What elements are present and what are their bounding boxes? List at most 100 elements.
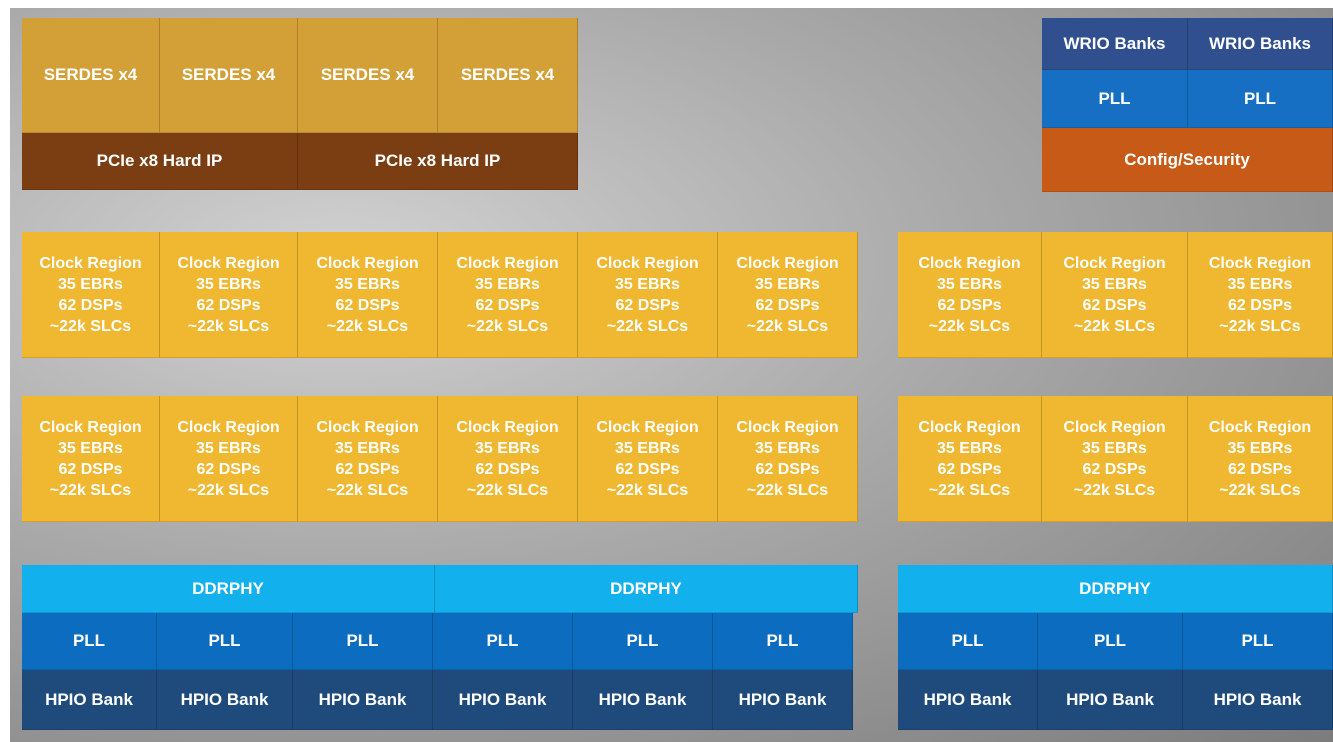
pll-block: PLL (157, 613, 293, 670)
label: Clock Region (456, 418, 559, 436)
label: DDRPHY (1079, 578, 1151, 598)
label: ~22k SLCs (746, 481, 829, 499)
label: PLL (1243, 88, 1277, 108)
clock-region: Clock Region 35 EBRs 62 DSPs ~22k SLCs (438, 232, 578, 358)
label: Clock Region (596, 418, 699, 436)
label: 62 DSPs (58, 460, 123, 478)
clock-region: Clock Region 35 EBRs 62 DSPs ~22k SLCs (160, 396, 298, 522)
label: HPIO Bank (180, 689, 269, 709)
label: 35 EBRs (1082, 439, 1147, 457)
label: WRIO Banks (1063, 33, 1166, 53)
hpio-block: HPIO Bank (22, 670, 157, 730)
label: 62 DSPs (1082, 296, 1147, 314)
label: Clock Region (39, 254, 142, 272)
pll-block: PLL (22, 613, 157, 670)
label: 62 DSPs (475, 460, 540, 478)
label: ~22k SLCs (187, 481, 270, 499)
label: ~22k SLCs (928, 317, 1011, 335)
label: 62 DSPs (196, 460, 261, 478)
ddrphy-block: DDRPHY (435, 565, 858, 613)
label: 35 EBRs (475, 275, 540, 293)
label: SERDES x4 (181, 65, 276, 84)
label: 62 DSPs (937, 296, 1002, 314)
label: DDRPHY (192, 578, 264, 598)
label: ~22k SLCs (606, 317, 689, 335)
hpio-block: HPIO Bank (157, 670, 293, 730)
label: 35 EBRs (755, 439, 820, 457)
hpio-block: HPIO Bank (293, 670, 433, 730)
label: 35 EBRs (1227, 439, 1293, 457)
label: ~22k SLCs (49, 317, 132, 335)
label: ~22k SLCs (1073, 317, 1156, 335)
serdes-block: SERDES x4 (160, 18, 298, 133)
clock-region: Clock Region 35 EBRs 62 DSPs ~22k SLCs (898, 232, 1042, 358)
label: ~22k SLCs (466, 481, 549, 499)
pcie-block: PCIe x8 Hard IP (22, 133, 298, 190)
label: ~22k SLCs (187, 317, 270, 335)
wrio-block: WRIO Banks (1188, 18, 1333, 70)
label: HPIO Bank (458, 689, 547, 709)
label: PLL (1098, 88, 1131, 108)
label: Clock Region (736, 418, 839, 436)
label: Clock Region (1208, 254, 1312, 272)
label: 35 EBRs (196, 439, 261, 457)
pll-block: PLL (713, 613, 853, 670)
label: Clock Region (736, 254, 839, 272)
label: ~22k SLCs (326, 481, 409, 499)
label: HPIO Bank (738, 689, 827, 709)
label: PLL (346, 631, 379, 650)
hpio-block: HPIO Bank (898, 670, 1038, 730)
label: DDRPHY (610, 578, 682, 598)
label: 62 DSPs (475, 296, 540, 314)
pcie-block: PCIe x8 Hard IP (298, 133, 578, 190)
label: PLL (1093, 631, 1127, 650)
label: Clock Region (1063, 418, 1166, 436)
label: PLL (1241, 631, 1274, 650)
pll-block: PLL (573, 613, 713, 670)
label: HPIO Bank (318, 689, 407, 709)
label: PLL (951, 631, 984, 650)
pll-block: PLL (293, 613, 433, 670)
label: ~22k SLCs (746, 317, 829, 335)
label: 35 EBRs (58, 439, 123, 457)
hpio-block: HPIO Bank (1183, 670, 1333, 730)
label: Clock Region (456, 254, 559, 272)
label: 35 EBRs (335, 439, 400, 457)
clock-region: Clock Region 35 EBRs 62 DSPs ~22k SLCs (578, 232, 718, 358)
label: PLL (626, 631, 659, 650)
config-block: Config/Security (1042, 128, 1333, 192)
clock-region: Clock Region 35 EBRs 62 DSPs ~22k SLCs (898, 396, 1042, 522)
label: 35 EBRs (475, 439, 540, 457)
label: Clock Region (316, 254, 419, 272)
hpio-block: HPIO Bank (573, 670, 713, 730)
label: PLL (208, 631, 241, 650)
label: 62 DSPs (58, 296, 123, 314)
label: Clock Region (918, 418, 1021, 436)
label: 62 DSPs (1227, 296, 1293, 314)
label: HPIO Bank (598, 689, 687, 709)
label: SERDES x4 (43, 65, 138, 84)
label: WRIO Banks (1208, 33, 1312, 53)
label: 35 EBRs (615, 439, 680, 457)
label: PCIe x8 Hard IP (96, 151, 223, 170)
clock-region: Clock Region 35 EBRs 62 DSPs ~22k SLCs (1042, 232, 1188, 358)
pll-block: PLL (1038, 613, 1183, 670)
clock-region: Clock Region 35 EBRs 62 DSPs ~22k SLCs (298, 396, 438, 522)
label: HPIO Bank (45, 689, 133, 709)
label: 62 DSPs (335, 296, 400, 314)
label: HPIO Bank (923, 689, 1012, 709)
clock-region: Clock Region 35 EBRs 62 DSPs ~22k SLCs (718, 396, 858, 522)
hpio-block: HPIO Bank (433, 670, 573, 730)
label: 62 DSPs (335, 460, 400, 478)
label: 35 EBRs (1227, 275, 1293, 293)
label: ~22k SLCs (928, 481, 1011, 499)
label: 62 DSPs (755, 460, 820, 478)
label: 62 DSPs (755, 296, 820, 314)
label: PLL (486, 631, 519, 650)
label: HPIO Bank (1066, 689, 1154, 709)
label: Clock Region (918, 254, 1021, 272)
label: 62 DSPs (1082, 460, 1147, 478)
label: ~22k SLCs (1219, 317, 1301, 335)
serdes-block: SERDES x4 (298, 18, 438, 133)
label: PLL (766, 631, 799, 650)
